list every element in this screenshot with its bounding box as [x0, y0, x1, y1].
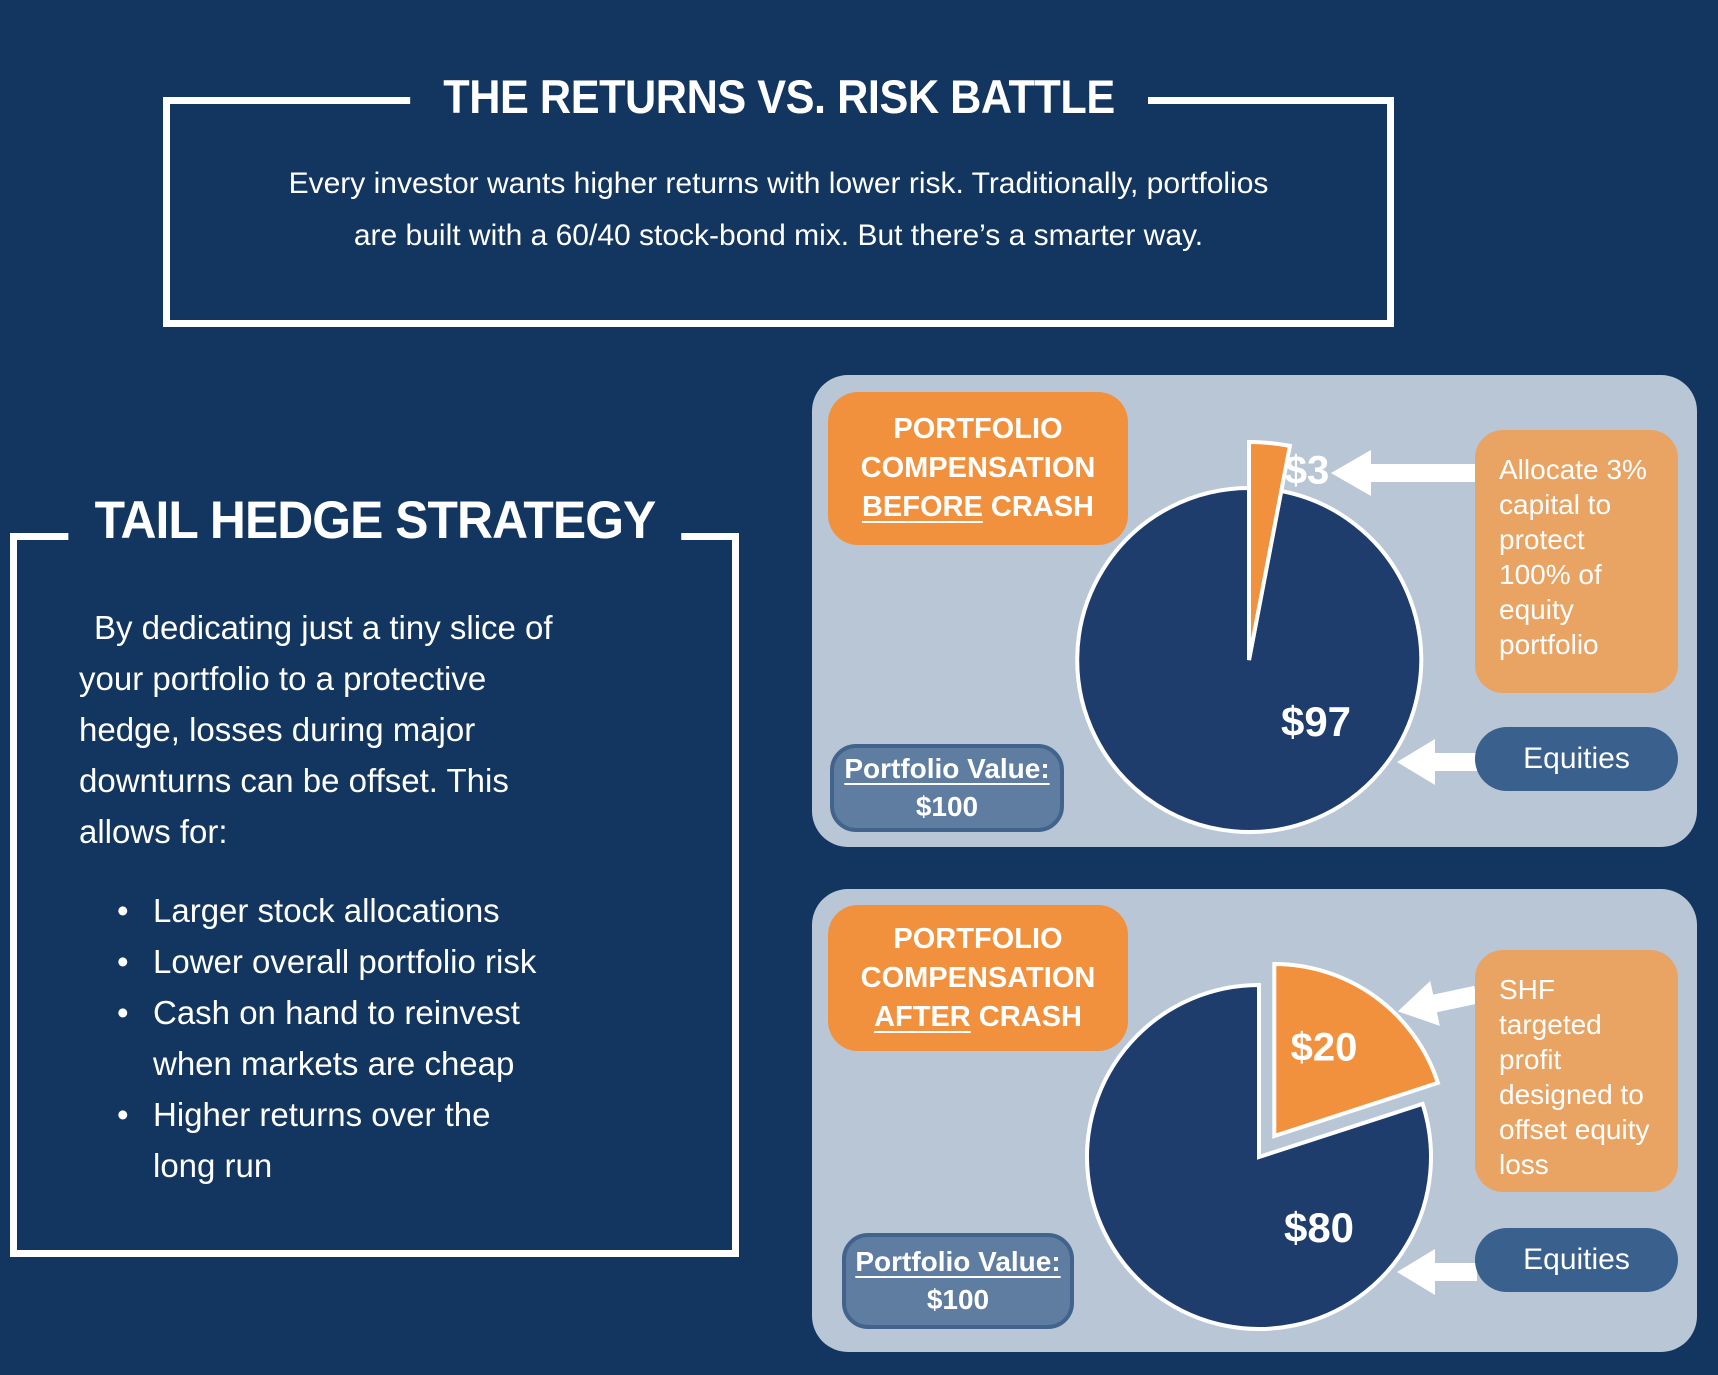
subtitle-line-2: are built with a 60/40 stock-bond mix. B…: [353, 219, 1204, 252]
badge-line-rest: CRASH: [982, 491, 1094, 523]
strategy-section: TAIL HEDGE STRATEGY By dedicating just a…: [10, 490, 739, 1257]
equities-arrow-icon: [1397, 739, 1477, 785]
list-item: Higher returns over the long run: [117, 1089, 732, 1191]
paragraph-line: downturns can be offset. This: [79, 762, 509, 799]
strategy-title: TAIL HEDGE STRATEGY: [67, 490, 682, 552]
paragraph-line: your portfolio to a protective: [79, 660, 487, 697]
portfolio-value-label: Portfolio Value:: [844, 753, 1050, 784]
badge-line: PORTFOLIO: [893, 922, 1063, 955]
strategy-paragraph: By dedicating just a tiny slice of your …: [79, 602, 706, 857]
badge-line: COMPENSATION: [860, 452, 1096, 484]
list-item: Larger stock allocations: [117, 885, 732, 936]
badge-line: COMPENSATION: [860, 961, 1096, 994]
portfolio-value-badge: Portfolio Value: $100: [830, 744, 1064, 832]
portfolio-value-amount: $100: [926, 1284, 990, 1315]
bullet-text: Larger stock allocations: [153, 892, 500, 929]
shf-callout: SHF targeted profit designed to offset e…: [1475, 950, 1678, 1192]
bullet-text: Lower overall portfolio risk: [153, 943, 537, 980]
equities-arrow-icon: [1397, 1249, 1477, 1295]
after-crash-badge: PORTFOLIO COMPENSATION AFTER CRASH: [828, 905, 1128, 1051]
portfolio-value-label: Portfolio Value:: [855, 1246, 1061, 1277]
paragraph-line: hedge, losses during major: [79, 711, 476, 748]
equities-label-badge: Equities: [1475, 1228, 1678, 1292]
allocate-callout: Allocate 3% capital to protect 100% of e…: [1475, 430, 1678, 693]
hedge-slice: [1247, 439, 1293, 661]
callout-arrow-icon: [1331, 450, 1477, 496]
equities-label-badge: Equities: [1475, 727, 1678, 791]
badge-line: BEFORE CRASH: [828, 488, 1128, 527]
subtitle-line-1: Every investor wants higher returns with…: [288, 167, 1269, 200]
page-title: THE RETURNS VS. RISK BATTLE: [409, 68, 1148, 126]
after-crash-panel: PORTFOLIO COMPENSATION AFTER CRASH $20 $…: [812, 889, 1697, 1352]
shf-callout-arrow-icon: [1397, 980, 1478, 1026]
list-item: Cash on hand to reinvest when markets ar…: [117, 987, 732, 1089]
equities-slice-value: $80: [1283, 1204, 1355, 1251]
shf-profit-slice: [1272, 961, 1441, 1139]
badge-line: AFTER CRASH: [828, 998, 1128, 1037]
strategy-bullet-list: Larger stock allocations Lower overall p…: [17, 885, 732, 1191]
badge-line: PORTFOLIO: [893, 413, 1063, 445]
portfolio-value-badge: Portfolio Value: $100: [842, 1233, 1074, 1329]
bullet-text: long run: [153, 1147, 273, 1184]
bullet-text: Cash on hand to reinvest: [153, 994, 520, 1031]
paragraph-line: allows for:: [79, 813, 228, 850]
pie-chart-after-crash: [1085, 961, 1441, 1331]
badge-underlined-word: AFTER: [874, 1000, 971, 1033]
equities-slice-value: $97: [1280, 698, 1352, 745]
pie-chart-before-crash: [1075, 439, 1424, 834]
hedge-slice-value: $3: [1284, 448, 1330, 493]
bullet-text: when markets are cheap: [153, 1045, 515, 1082]
header-frame: THE RETURNS VS. RISK BATTLE Every invest…: [163, 68, 1394, 327]
paragraph-line: By dedicating just a tiny slice of: [94, 609, 553, 646]
before-crash-badge: PORTFOLIO COMPENSATION BEFORE CRASH: [828, 392, 1128, 545]
badge-line-rest: CRASH: [970, 1000, 1082, 1033]
before-crash-panel: PORTFOLIO COMPENSATION BEFORE CRASH $3 $…: [812, 375, 1697, 847]
shf-slice-value: $20: [1290, 1025, 1358, 1070]
badge-underlined-word: BEFORE: [861, 491, 983, 523]
equities-slice: [1085, 982, 1434, 1331]
bullet-text: Higher returns over the: [153, 1096, 491, 1133]
list-item: Lower overall portfolio risk: [117, 936, 732, 987]
portfolio-value-amount: $100: [915, 791, 979, 822]
